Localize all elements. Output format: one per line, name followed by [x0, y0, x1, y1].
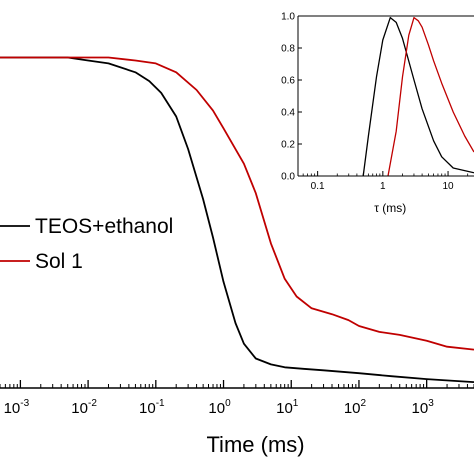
inset-x-tick-label: 0.1	[311, 181, 325, 192]
x-tick-exponent: -3	[20, 398, 29, 409]
series-line-sol-1	[0, 56, 474, 351]
x-tick-exponent: 0	[225, 398, 231, 409]
inset-y-tick-label: 0.4	[281, 108, 295, 119]
legend-label-teos: TEOS+ethanol	[35, 215, 173, 238]
x-tick-exponent: 1	[293, 398, 299, 409]
main-series	[0, 56, 474, 383]
legend: TEOS+ethanol Sol 1	[0, 215, 173, 273]
inset-series-line-sol-1	[387, 16, 474, 177]
legend-label-sol1: Sol 1	[35, 250, 83, 273]
inset-y-tick-label: 0.6	[281, 76, 295, 87]
inset-background	[294, 14, 474, 176]
inset-ticks: 0.0 0.2 0.4 0.6 0.8 1.0 0.1 1 10	[281, 12, 469, 192]
x-tick-label: 100	[208, 398, 231, 417]
x-tick-label: 10-1	[139, 398, 165, 417]
inset-y-tick-label: 0.2	[281, 140, 295, 151]
x-tick-exponent: -1	[156, 398, 165, 409]
inset-series-line-teos-ethanol	[362, 16, 474, 177]
inset-x-tick-label: 1	[380, 181, 386, 192]
x-tick-label: 103	[412, 398, 435, 417]
inset-series	[362, 16, 474, 177]
inset-y-tick-label: 0.8	[281, 44, 295, 55]
x-axis-title: Time (ms)	[206, 432, 304, 457]
inset-y-tick-label: 0.0	[281, 172, 295, 183]
x-tick-label: 10-2	[71, 398, 97, 417]
series-line-teos-ethanol	[0, 56, 474, 383]
inset-x-tick-label: 10	[442, 181, 454, 192]
x-tick-label: 10-3	[4, 398, 30, 417]
x-tick-exponent: 2	[361, 398, 367, 409]
x-tick-exponent: -2	[88, 398, 97, 409]
inset-chart: 0.0 0.2 0.4 0.6 0.8 1.0 0.1 1 10 τ (ms)	[281, 12, 474, 215]
x-tick-label: 101	[276, 398, 299, 417]
main-x-ticks: 10-3 10-2 10-1 100 101 102 103	[0, 380, 474, 417]
inset-y-tick-label: 1.0	[281, 12, 295, 23]
x-tick-label: 102	[344, 398, 367, 417]
x-tick-exponent: 3	[428, 398, 434, 409]
inset-x-axis-title: τ (ms)	[374, 201, 406, 215]
